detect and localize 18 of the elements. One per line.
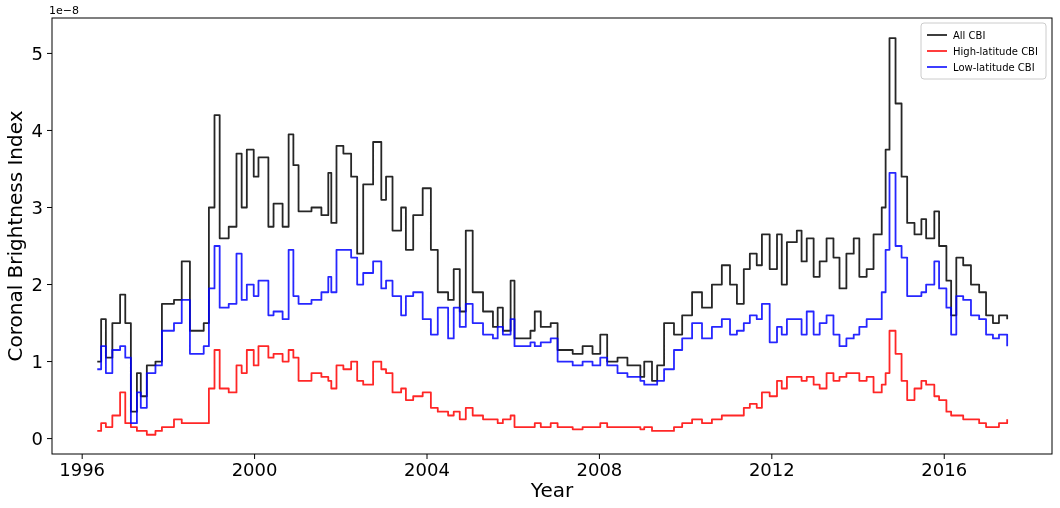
x-tick-label: 2012 [748,459,795,480]
y-tick-label: 0 [31,427,43,449]
x-tick-label: 2008 [576,459,623,480]
legend-label: All CBI [953,29,986,41]
y-tick-label: 3 [31,196,43,218]
y-axis-title: Coronal Brightness Index [3,110,27,362]
x-tick-label: 1996 [59,459,106,480]
y-tick-label: 1 [31,350,43,372]
y-tick-label: 2 [31,273,43,295]
x-tick-label: 2000 [231,459,278,480]
text: 1e−8 [49,4,79,17]
x-tick-label: 2004 [404,459,450,480]
legend-label: Low-latitude CBI [953,61,1035,73]
x-axis-title: Year [529,478,574,502]
y-tick-label: 5 [31,42,43,64]
y-tick-label: 4 [31,119,43,141]
legend-label: High-latitude CBI [953,45,1038,57]
x-tick-label: 2016 [921,459,968,480]
